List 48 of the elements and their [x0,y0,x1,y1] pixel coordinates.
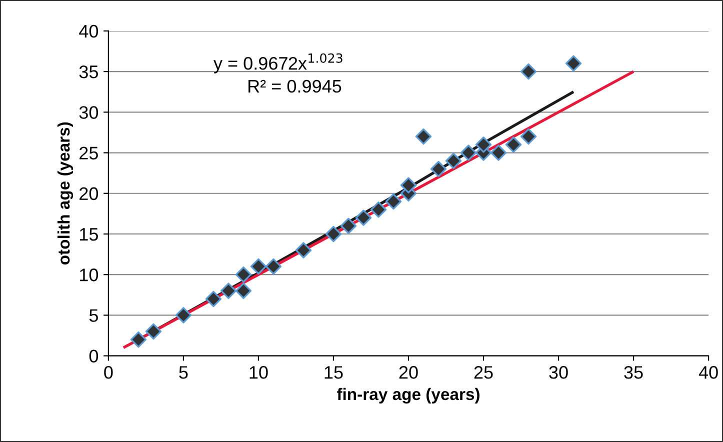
point [220,282,237,299]
y-tick-label: 10 [80,268,98,282]
x-tick-label: 20 [399,366,418,379]
y-tick-label: 15 [80,228,98,241]
y-tick-label: 0 [89,350,98,363]
y-tick-label: 25 [80,146,98,160]
point [505,136,522,153]
annotation: y = 0.9672x$^{1.023}$ [214,53,342,74]
point [520,63,537,80]
point [370,202,387,218]
x-tick-label: 35 [624,366,643,379]
point [145,323,162,340]
point [130,331,147,348]
point [325,226,342,242]
x-tick-label: 0 [104,366,113,379]
x-tick-label: 5 [179,366,188,379]
point [265,258,282,275]
point [565,55,582,72]
y-tick-label: 40 [79,24,98,38]
y-tick-label: 20 [80,187,98,200]
point [295,242,312,258]
y-axis-title: otolith age (years) [57,122,74,264]
point [445,152,462,170]
y-tick-label: 35 [79,65,98,78]
point [175,307,192,324]
point [235,266,252,283]
point [235,282,252,299]
x-tick-label: 40 [698,366,718,379]
point [475,136,492,153]
x-tick-label: 30 [549,366,568,379]
x-tick-label: 25 [474,366,493,379]
point [385,193,402,210]
point [490,144,507,161]
point [400,177,417,194]
x-tick-label: 10 [250,366,268,379]
point [430,160,447,178]
point [355,210,372,226]
point [520,128,537,145]
y-tick-label: 5 [89,309,98,322]
y-tick-label: 30 [79,106,98,119]
point [415,128,432,145]
point [460,144,477,161]
annotation: R² = 0.9945 [248,80,342,93]
x-axis-title: fin-ray age (years) [336,388,480,404]
point [340,218,357,234]
point [250,258,267,275]
point [205,290,222,308]
x-tick-label: 15 [324,366,343,379]
